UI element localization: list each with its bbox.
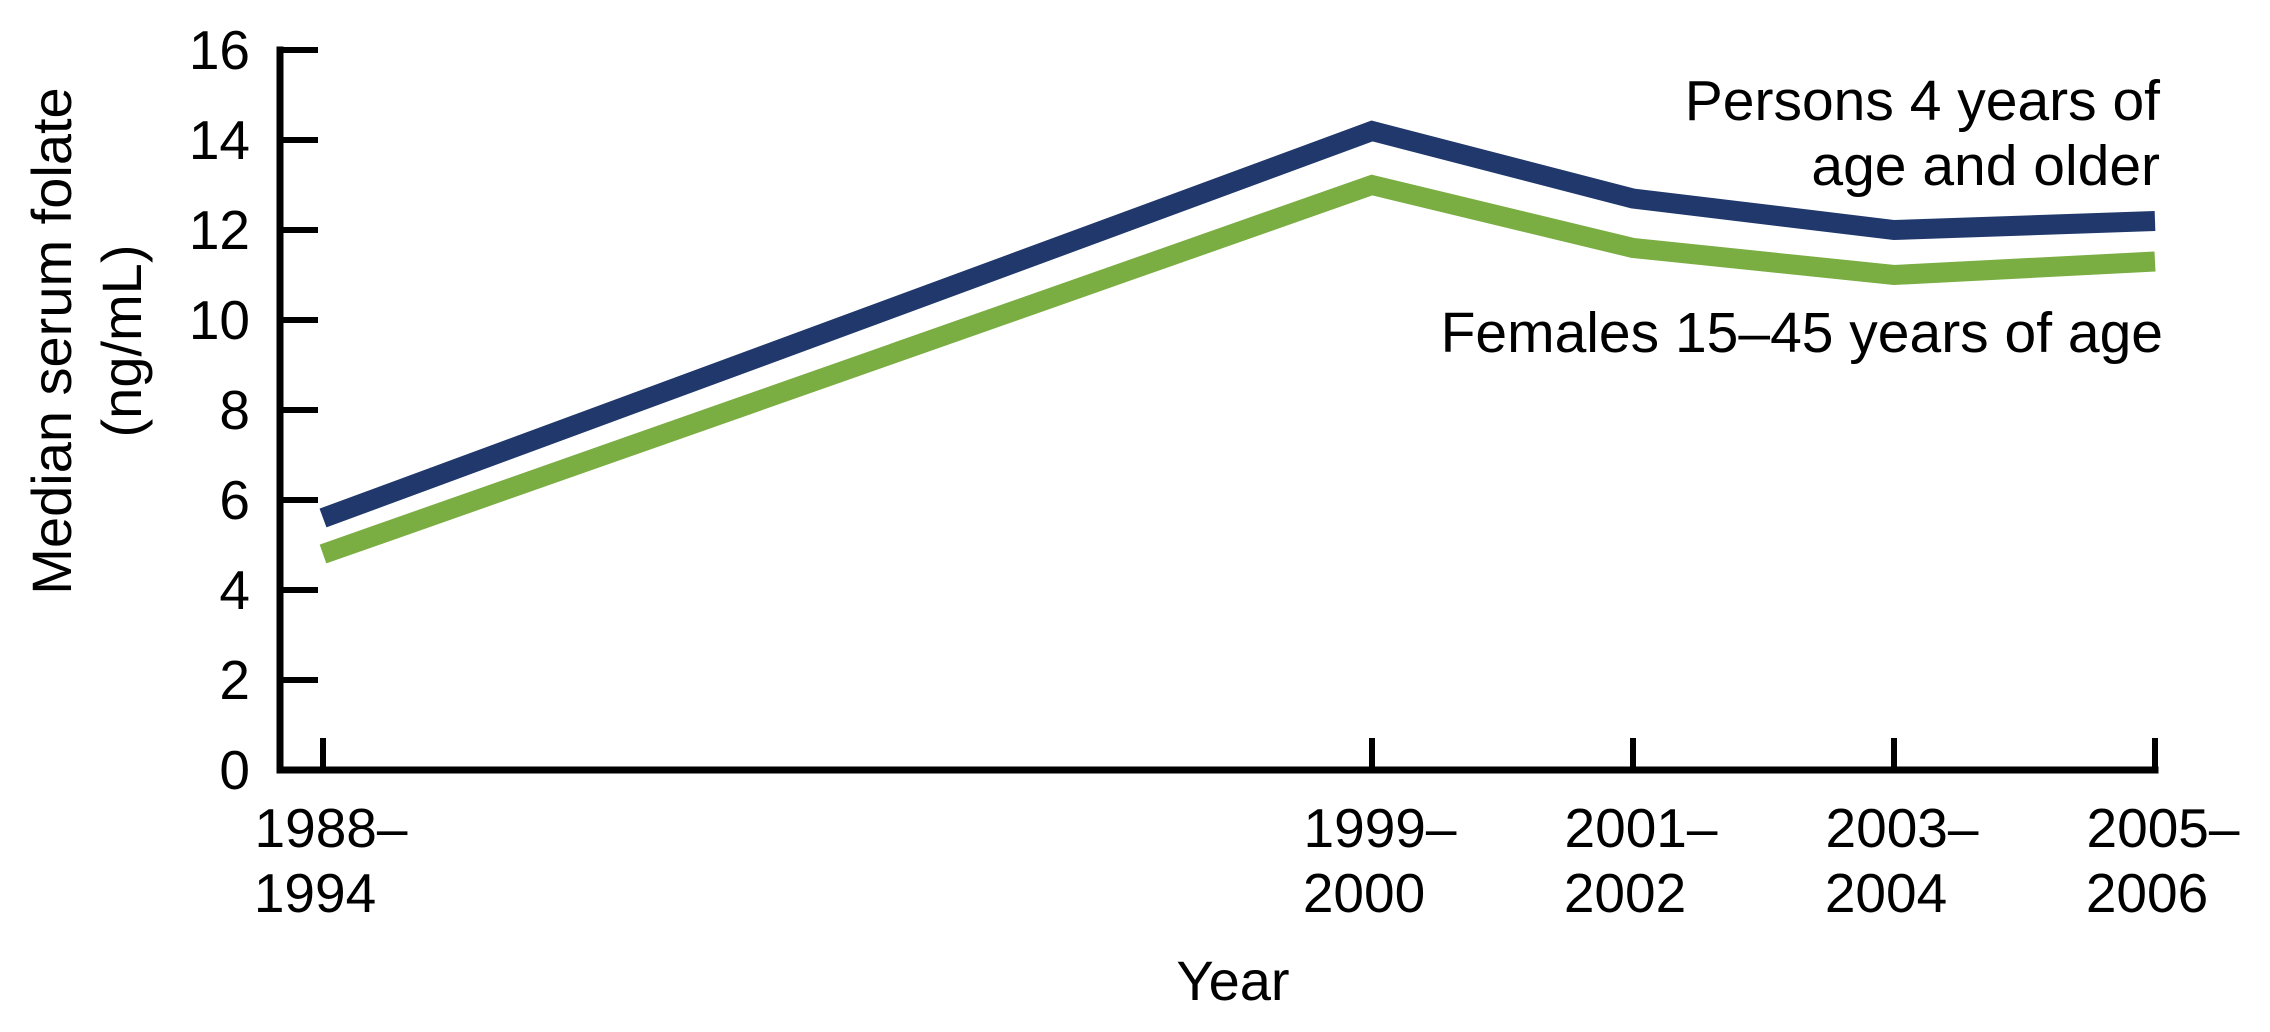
y-tick-label: 14 [189, 109, 250, 171]
y-axis-title-line2: (ng/mL) [90, 245, 153, 438]
y-tick-label: 10 [189, 289, 250, 351]
y-axis-title-line1: Median serum folate [20, 87, 83, 594]
y-tick-label: 4 [219, 559, 250, 621]
series-label-females-15-45: Females 15–45 years of age [1441, 301, 2163, 365]
series-line-persons-4-and-older [319, 120, 2156, 528]
x-axis-title: Year [1176, 949, 1289, 1012]
x-tick-label-line1: 1988– [255, 797, 408, 859]
x-tick-label-line2: 2002 [1564, 862, 1686, 924]
series-label-persons-4-and-older: Persons 4 years of [1685, 69, 2160, 133]
x-tick-label-line2: 2000 [1303, 862, 1425, 924]
series-label-persons-4-and-older: age and older [1811, 134, 2160, 198]
y-tick-label: 16 [189, 19, 250, 81]
y-tick-label: 12 [189, 199, 250, 261]
x-tick-label-line1: 2001– [1565, 797, 1718, 859]
x-tick-label-line1: 2003– [1826, 797, 1979, 859]
x-tick-label-line2: 2004 [1825, 862, 1947, 924]
y-tick-label: 8 [219, 379, 250, 441]
x-tick-label-line2: 2006 [2086, 862, 2208, 924]
y-tick-label: 0 [219, 739, 250, 801]
y-tick-label: 2 [219, 649, 250, 711]
y-tick-label: 6 [219, 469, 250, 531]
series-line-females-15-45 [319, 174, 2156, 564]
x-tick-label-line2: 1994 [254, 862, 376, 924]
x-tick-label-line1: 2005– [2087, 797, 2240, 859]
x-tick-label-line1: 1999– [1304, 797, 1457, 859]
